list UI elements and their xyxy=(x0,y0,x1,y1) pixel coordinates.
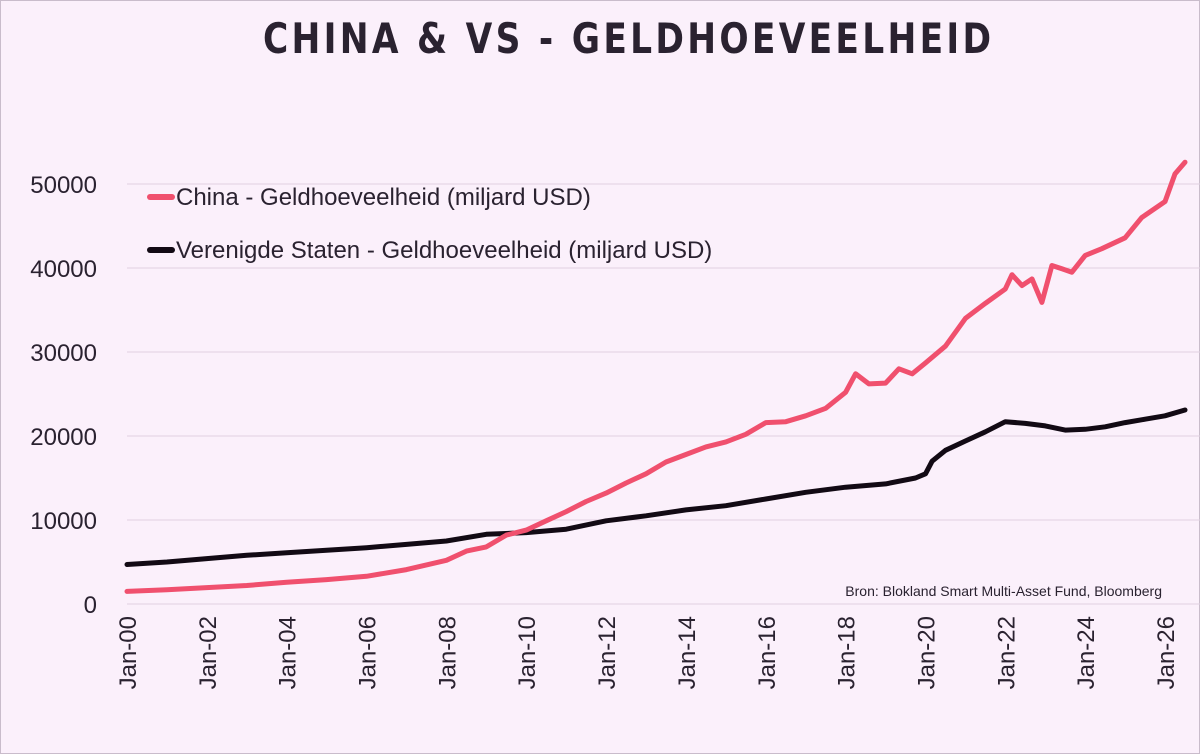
x-tick-label: Jan-18 xyxy=(834,616,861,689)
y-tick-label: 40000 xyxy=(30,256,97,283)
y-tick-label: 20000 xyxy=(30,424,97,451)
legend-label-us: Verenigde Staten - Geldhoeveelheid (milj… xyxy=(176,237,712,264)
x-tick-label: Jan-16 xyxy=(754,616,781,689)
x-tick-label: Jan-00 xyxy=(115,616,142,689)
y-tick-label: 0 xyxy=(84,592,97,619)
x-tick-label: Jan-22 xyxy=(993,616,1020,689)
legend-label-china: China - Geldhoeveelheid (miljard USD) xyxy=(176,184,591,211)
series-line-china xyxy=(124,159,1188,594)
x-tick-label: Jan-24 xyxy=(1073,616,1100,689)
source-note: Bron: Blokland Smart Multi-Asset Fund, B… xyxy=(845,583,1162,599)
x-tick-label: Jan-14 xyxy=(674,616,701,689)
y-tick-label: 50000 xyxy=(30,172,97,199)
y-tick-label: 30000 xyxy=(30,340,97,367)
x-tick-label: Jan-02 xyxy=(195,616,222,689)
x-tick-label: Jan-12 xyxy=(594,616,621,689)
x-tick-label: Jan-10 xyxy=(514,616,541,689)
chart-title: CHINA & VS - GELDHOEVEELHEID xyxy=(263,14,995,63)
x-tick-label: Jan-26 xyxy=(1153,616,1180,689)
x-tick-label: Jan-08 xyxy=(434,616,461,689)
x-tick-label: Jan-20 xyxy=(913,616,940,689)
x-tick-label: Jan-04 xyxy=(275,616,302,689)
series-line-us xyxy=(124,407,1188,567)
x-tick-label: Jan-06 xyxy=(355,616,382,689)
y-tick-label: 10000 xyxy=(30,508,97,535)
